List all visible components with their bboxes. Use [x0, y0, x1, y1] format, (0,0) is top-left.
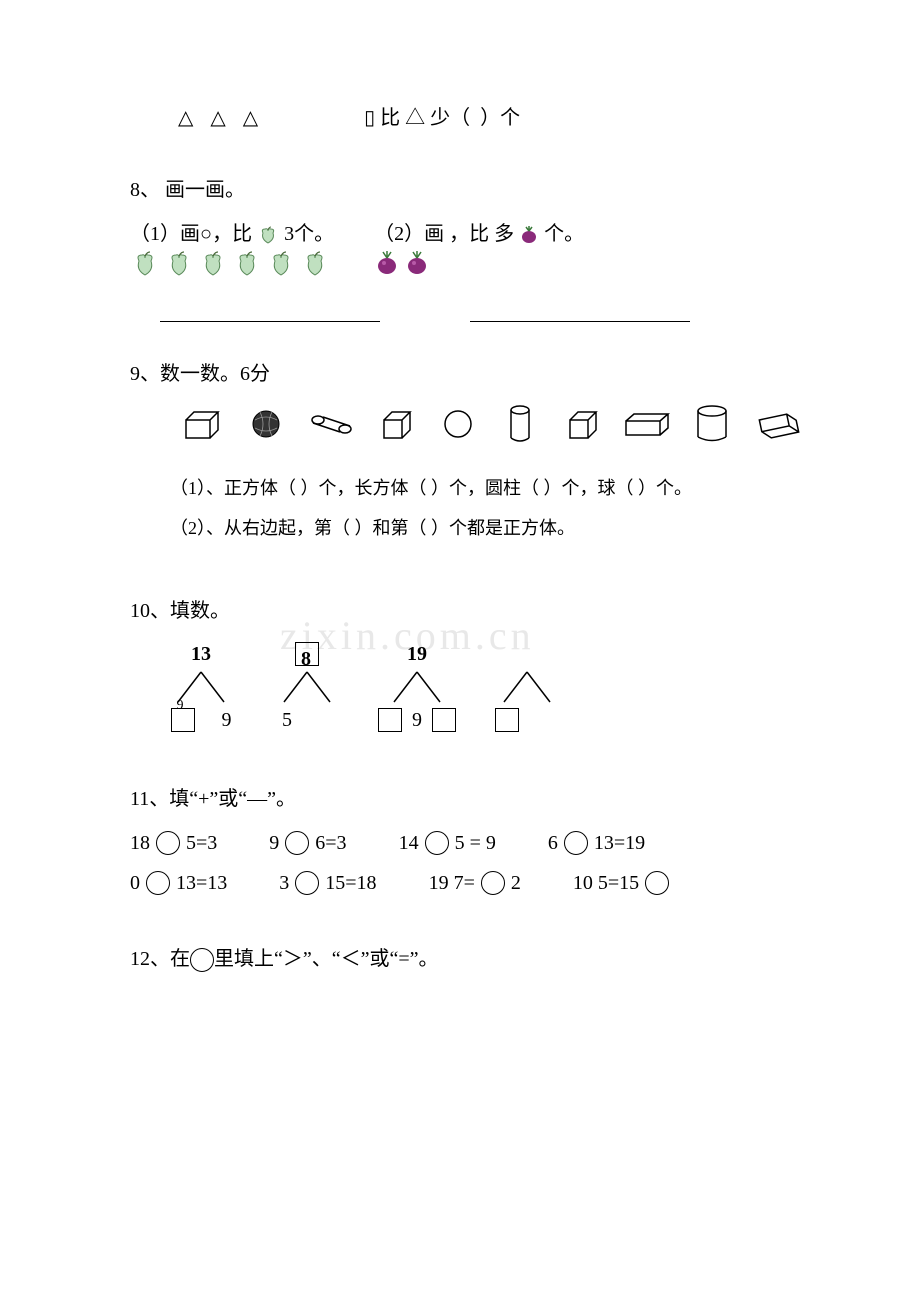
shape-circle — [438, 406, 478, 442]
eq-a: 0 — [130, 865, 140, 901]
shape-cuboid_oblique — [754, 406, 800, 442]
q11-line1: 18 5=3 9 6=3 14 5 = 9 6 13=19 — [130, 825, 800, 861]
shape-cube — [376, 406, 416, 442]
eq-b: 2 — [511, 865, 521, 901]
q12-b: 里填上“＞”、“＜”或“=”。 — [214, 948, 439, 970]
onion-row — [374, 250, 584, 288]
eq-a: 9 — [269, 825, 279, 861]
apple-icon — [266, 250, 296, 290]
blank-circle-icon — [295, 871, 319, 895]
blank-circle-icon — [564, 831, 588, 855]
apple-icon — [257, 225, 279, 245]
t2-topbox: 8 — [295, 642, 319, 666]
tree-2: 8 5 — [272, 641, 342, 733]
shape-cylinder_up — [500, 406, 540, 442]
q12-a: 12、在 — [130, 948, 190, 970]
shape-cuboid_flat — [624, 406, 670, 442]
blank-circle-icon — [156, 831, 180, 855]
blank-circle-icon — [425, 831, 449, 855]
shape-cylinder_oblique — [308, 406, 354, 442]
t3-right: 9 — [412, 702, 422, 738]
eq-b: 5=3 — [186, 825, 217, 861]
onion-icon — [374, 250, 400, 288]
onion-icon — [404, 250, 430, 288]
shape-cube — [562, 406, 602, 442]
q8-p2b: ，比 — [449, 223, 489, 245]
q9-head: 9、数一数。6分 — [130, 356, 800, 392]
shape-cuboid — [180, 406, 224, 442]
q8-part1: （1）画○，比 3个。 — [130, 216, 334, 290]
eq-a: 10 5=15 — [573, 865, 639, 901]
q7-text-a: ▯ 比 △ 少（ — [364, 100, 470, 136]
eq-b: 6=3 — [315, 825, 346, 861]
q10-body: 13 9 9 8 5 19 — [130, 641, 800, 733]
eq-b: 5 = 9 — [455, 825, 496, 861]
q9-s1: （1）、正方体（ ）个，长方体（ ）个，圆柱（ ）个，球（ ）个。 — [130, 472, 800, 504]
q8-p2c: 多 — [494, 223, 514, 245]
q7-triangles: △ △ △ — [178, 100, 264, 136]
eq-b: 13=19 — [594, 825, 645, 861]
blank-circle-icon — [481, 871, 505, 895]
eq-a: 6 — [548, 825, 558, 861]
t1-right: 9 — [222, 702, 232, 738]
q8-line1 — [160, 320, 380, 322]
apple-icon — [198, 250, 228, 290]
tree-1: 13 9 9 — [166, 641, 236, 733]
apple-icon — [164, 250, 194, 290]
q8-head: 8、 画一画。 — [130, 172, 800, 208]
q11-head: 11、填“+”或“—”。 — [130, 781, 800, 817]
q7-tail: △ △ △ ▯ 比 △ 少（ ）个 — [130, 100, 800, 136]
eq-b: 15=18 — [325, 865, 376, 901]
t3-left-box — [378, 708, 402, 732]
blank-circle-icon — [285, 831, 309, 855]
apple-icon — [300, 250, 330, 290]
q9-s2: （2）、从右边起，第（ ）和第（ ）个都是正方体。 — [130, 512, 800, 544]
tree-3: 19 9 — [378, 641, 456, 733]
q8-body: （1）画○，比 3个。 （2）画 ，比 多 个。 — [130, 216, 800, 322]
eq-a: 14 — [399, 825, 419, 861]
blank-circle-icon — [645, 871, 669, 895]
onion-icon — [519, 225, 539, 245]
q8-p1a: （1）画○，比 — [130, 223, 252, 245]
apple-icon — [232, 250, 262, 290]
q12-circle-icon — [190, 948, 214, 972]
apple-icon — [130, 250, 160, 290]
apple-row — [130, 250, 334, 290]
blank-circle-icon — [146, 871, 170, 895]
shape-cylinder_big — [692, 406, 732, 442]
q8-p2d: 个。 — [544, 223, 584, 245]
t3-extra-box — [432, 708, 456, 732]
q11-line2: 0 13=13 3 15=18 19 7= 2 10 5=15 — [130, 865, 800, 901]
t1-sup: 9 — [177, 693, 184, 718]
shape-ball — [246, 406, 286, 442]
q7-text-b: ）个 — [480, 100, 520, 136]
t4-left-box — [495, 708, 519, 732]
q12-head: 12、在 里填上“＞”、“＜”或“=”。 — [130, 941, 800, 977]
eq-a: 3 — [279, 865, 289, 901]
eq-a: 19 7= — [429, 865, 475, 901]
q10-head: 10、填数。 — [130, 593, 800, 629]
eq-b: 13=13 — [176, 865, 227, 901]
q8-part2: （2）画 ，比 多 个。 — [374, 216, 584, 288]
q8-p2a: （2）画 — [374, 223, 444, 245]
q9-shapes — [130, 406, 800, 442]
q11-body: 18 5=3 9 6=3 14 5 = 9 6 13=19 0 13=13 3 15=18… — [130, 825, 800, 901]
q8-line2 — [470, 320, 690, 322]
q8-p1b: 3个。 — [284, 223, 334, 245]
eq-a: 18 — [130, 825, 150, 861]
t2-top: 8 — [301, 641, 311, 677]
t2-left: 5 — [282, 702, 292, 738]
tree-4 — [492, 641, 562, 733]
